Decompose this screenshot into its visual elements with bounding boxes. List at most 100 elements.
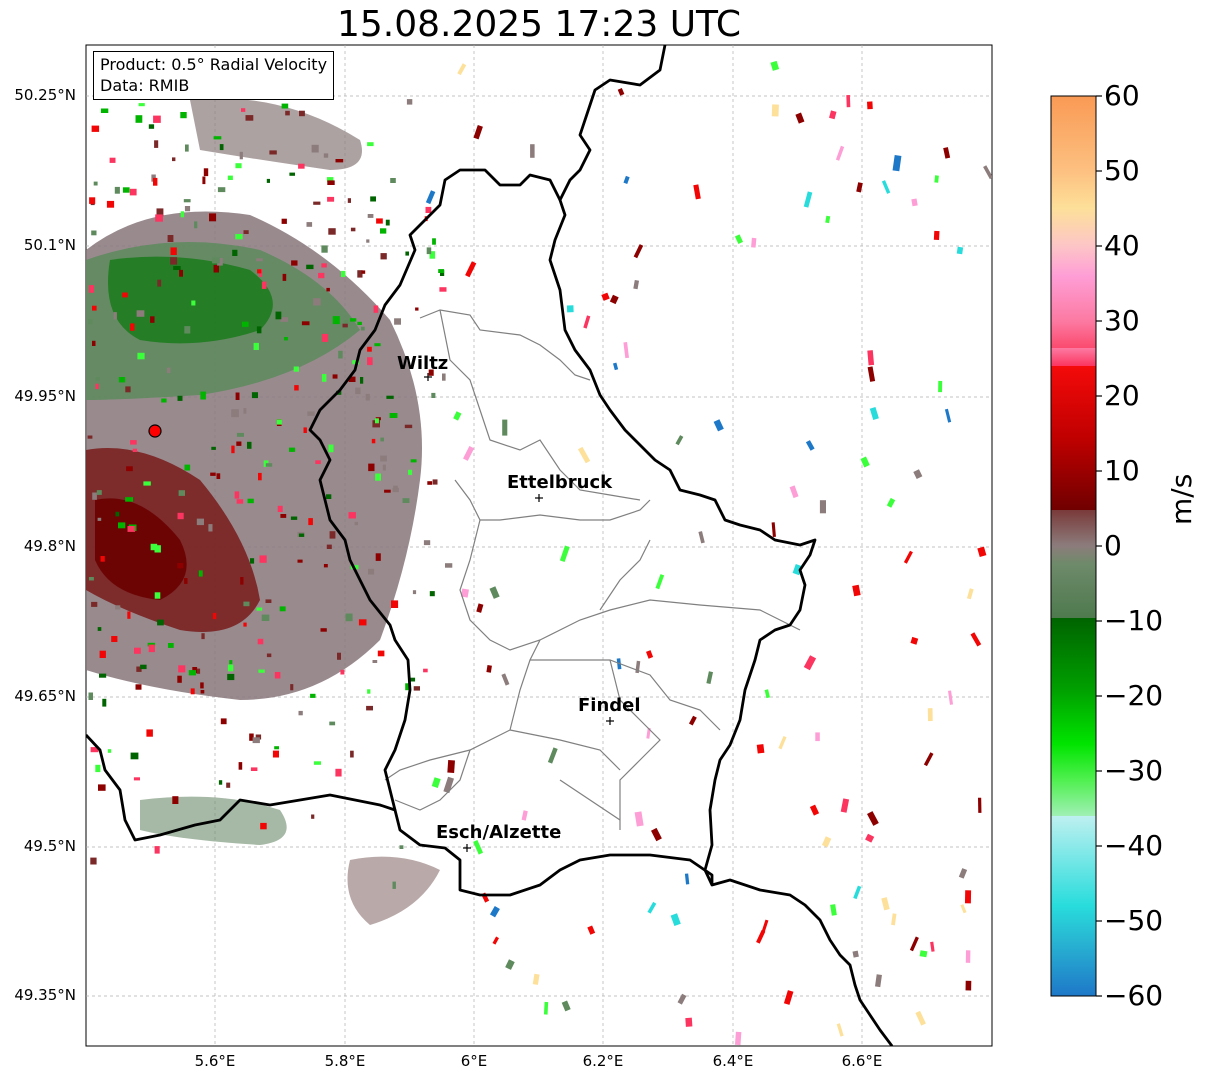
echo-block	[203, 168, 209, 177]
echo-block	[100, 556, 105, 562]
echo-block	[394, 318, 401, 325]
city-label-esch: Esch/Alzette	[436, 822, 561, 843]
echo-block	[306, 222, 313, 227]
echo-block	[865, 833, 875, 843]
echo-block	[502, 419, 508, 436]
echo-block	[235, 392, 240, 400]
echo-block	[240, 577, 244, 585]
echo-block	[153, 177, 158, 186]
echo-block	[180, 112, 187, 119]
echo-block	[646, 727, 651, 739]
echo-block	[391, 600, 399, 608]
echo-block	[836, 1023, 844, 1037]
echo-block	[756, 929, 766, 944]
echo-block	[561, 1000, 571, 1012]
echo-block	[130, 323, 135, 331]
echo-block	[118, 377, 126, 383]
echo-block	[114, 186, 120, 194]
echo-block	[281, 218, 287, 224]
echo-block	[492, 936, 499, 945]
echo-block	[301, 321, 310, 326]
echo-block	[91, 601, 98, 607]
echo-block	[327, 180, 335, 185]
echo-block	[340, 669, 345, 675]
lat-label: 49.35°N	[14, 986, 76, 1004]
echo-block	[250, 767, 258, 771]
echo-block	[489, 586, 500, 599]
echo-block	[257, 269, 262, 274]
echo-block	[102, 698, 107, 707]
echo-block	[795, 112, 805, 124]
echo-block	[266, 178, 270, 183]
echo-block	[200, 690, 205, 694]
echo-block	[445, 563, 453, 568]
colorbar-gradient	[1050, 95, 1097, 997]
echo-block	[913, 469, 923, 480]
echo-block	[313, 761, 321, 765]
echo-block	[923, 752, 934, 767]
echo-block	[191, 300, 196, 306]
echo-block	[178, 665, 186, 673]
echo-block	[783, 990, 794, 1005]
echo-block	[347, 198, 351, 203]
echo-block	[266, 653, 272, 658]
echo-block	[756, 744, 765, 754]
echo-block	[713, 419, 724, 432]
echo-block	[92, 340, 96, 346]
echo-block	[978, 797, 982, 813]
echo-block	[825, 215, 831, 224]
echo-block	[236, 441, 242, 446]
echo-block	[150, 316, 155, 323]
echo-block	[179, 269, 183, 277]
echo-block	[253, 342, 259, 350]
echo-block	[815, 732, 820, 742]
colorbar-tick-label: 30	[1104, 304, 1140, 337]
colorbar-tick-label: 10	[1104, 454, 1140, 487]
colorbar-ticks	[1096, 95, 1102, 997]
lat-label: 49.95°N	[14, 387, 76, 405]
echo-block	[256, 326, 262, 334]
echo-block	[98, 784, 106, 791]
echo-block	[685, 1017, 693, 1027]
echo-block	[933, 230, 940, 241]
echo-block	[390, 178, 396, 183]
echo-block	[770, 60, 780, 71]
echo-block	[294, 385, 299, 391]
echo-block	[173, 266, 181, 270]
colorbar-unit-label: m/s	[1165, 473, 1198, 525]
echo-block	[530, 144, 535, 158]
echo-block	[431, 777, 441, 789]
city-label-findel: Findel	[578, 695, 641, 716]
echo-block	[867, 350, 875, 366]
lat-label: 50.1°N	[23, 236, 76, 254]
echo-block	[778, 736, 787, 750]
echo-block	[852, 584, 861, 597]
echo-block	[177, 675, 182, 683]
product-info-box: Product: 0.5° Radial Velocity Data: RMIB	[93, 51, 335, 100]
echo-block	[202, 176, 206, 185]
echo-block	[95, 383, 99, 390]
echo-block	[910, 636, 919, 645]
echo-block	[96, 490, 102, 495]
echo-block	[486, 665, 492, 673]
echo-block	[361, 270, 366, 274]
lat-label: 49.8°N	[23, 537, 76, 555]
echo-block	[413, 686, 420, 691]
echo-block	[966, 588, 974, 600]
echo-block	[290, 684, 294, 691]
echo-block	[88, 692, 93, 700]
echo-block	[310, 693, 316, 698]
echo-block	[194, 221, 198, 229]
echo-block	[367, 214, 374, 218]
echo-block	[915, 1010, 926, 1026]
echo-block	[99, 650, 106, 658]
echo-block	[135, 115, 143, 123]
echo-block	[308, 518, 313, 526]
echo-block	[335, 159, 344, 163]
echo-block	[380, 437, 384, 442]
echo-block	[410, 459, 417, 463]
echo-block	[311, 144, 319, 153]
echo-block	[157, 619, 164, 626]
echo-block	[392, 881, 396, 889]
echo-block	[298, 533, 305, 537]
